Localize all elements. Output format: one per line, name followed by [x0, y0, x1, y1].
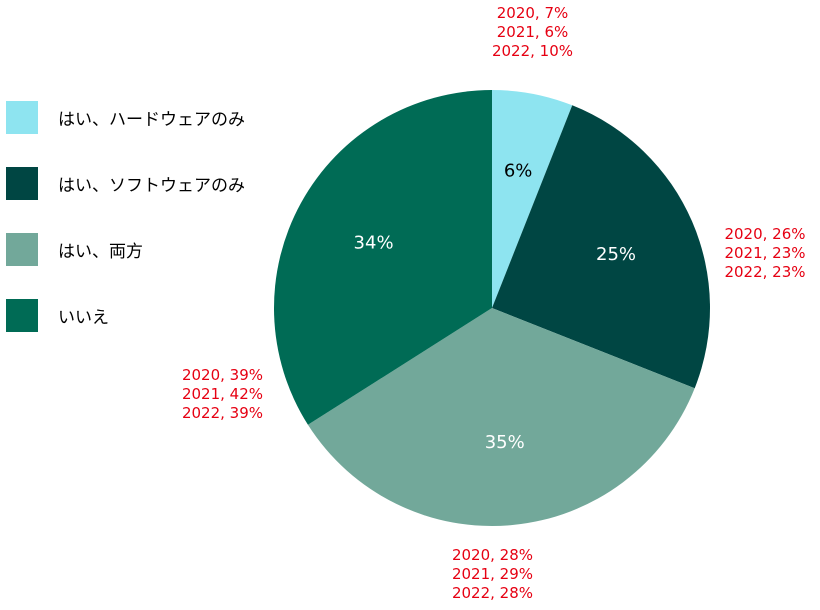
pie-label-hardware-only: 6% [504, 160, 533, 181]
history-note-hardware-only: 2020, 7% 2021, 6% 2022, 10% [491, 4, 574, 60]
pie-slice-both [307, 308, 695, 526]
legend-swatch-no [6, 299, 38, 332]
legend-swatch-both [6, 233, 38, 266]
legend-label-both: はい、両方 [58, 242, 143, 262]
pie-slice-software-only [492, 105, 710, 389]
pie-label-software-only: 25% [596, 244, 636, 265]
legend-label-hardware-only: はい、ハードウェアのみ [58, 110, 245, 130]
legend-label-no: いいえ [58, 308, 109, 328]
pie-label-both: 35% [485, 432, 525, 453]
history-note-no: 2020, 39% 2021, 42% 2022, 39% [181, 366, 264, 422]
legend-item-both: はい、両方 [6, 233, 245, 266]
history-note-software-only: 2020, 26% 2021, 23% 2022, 23% [724, 225, 806, 281]
pie-label-no: 34% [354, 232, 394, 253]
legend-item-no: いいえ [6, 299, 245, 332]
legend-item-hardware-only: はい、ハードウェアのみ [6, 101, 245, 134]
legend: はい、ハードウェアのみ はい、ソフトウェアのみ はい、両方 いいえ [6, 101, 245, 365]
history-note-both: 2020, 28% 2021, 29% 2022, 28% [451, 546, 534, 602]
legend-swatch-hardware-only [6, 101, 38, 134]
pie-slice-no [274, 90, 492, 425]
legend-item-software-only: はい、ソフトウェアのみ [6, 167, 245, 200]
legend-swatch-software-only [6, 167, 38, 200]
legend-label-software-only: はい、ソフトウェアのみ [58, 176, 245, 196]
pie-slice-hardware-only [492, 90, 573, 308]
